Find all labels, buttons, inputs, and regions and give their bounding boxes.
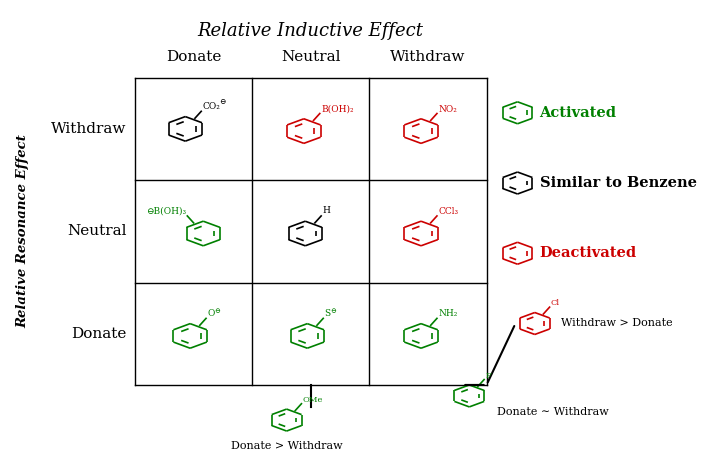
Text: NO₂: NO₂ bbox=[438, 105, 457, 113]
Text: Cl: Cl bbox=[551, 299, 560, 307]
Text: Withdraw > Donate: Withdraw > Donate bbox=[561, 318, 673, 328]
Text: Donate ∼ Withdraw: Donate ∼ Withdraw bbox=[497, 407, 609, 417]
Text: Relative Inductive Effect: Relative Inductive Effect bbox=[197, 22, 424, 40]
Text: Donate: Donate bbox=[71, 327, 126, 341]
Text: Donate > Withdraw: Donate > Withdraw bbox=[230, 441, 342, 451]
Text: B(OH)₂: B(OH)₂ bbox=[321, 105, 354, 113]
Text: ⊖: ⊖ bbox=[330, 307, 336, 315]
Text: CCl₃: CCl₃ bbox=[438, 207, 459, 216]
Text: O: O bbox=[208, 309, 215, 318]
Text: Similar to Benzene: Similar to Benzene bbox=[540, 176, 696, 190]
Text: Relative Resonance Effect: Relative Resonance Effect bbox=[16, 134, 29, 328]
Text: ⊖B(OH)₃: ⊖B(OH)₃ bbox=[146, 207, 186, 216]
Text: NH₂: NH₂ bbox=[438, 309, 457, 318]
Text: ⊖: ⊖ bbox=[214, 307, 220, 315]
Text: H: H bbox=[322, 206, 330, 215]
Text: Activated: Activated bbox=[540, 106, 617, 120]
Text: Neutral: Neutral bbox=[281, 50, 340, 64]
Text: ⊖: ⊖ bbox=[219, 98, 225, 106]
Text: Neutral: Neutral bbox=[67, 224, 126, 238]
Text: Donate: Donate bbox=[166, 50, 221, 64]
Text: OMe: OMe bbox=[303, 396, 323, 403]
Text: Withdraw: Withdraw bbox=[391, 50, 465, 64]
Text: S: S bbox=[325, 309, 331, 318]
Text: Deactivated: Deactivated bbox=[540, 246, 637, 260]
Text: Withdraw: Withdraw bbox=[52, 122, 126, 136]
Text: CO₂: CO₂ bbox=[202, 102, 220, 111]
Text: F: F bbox=[485, 372, 491, 380]
